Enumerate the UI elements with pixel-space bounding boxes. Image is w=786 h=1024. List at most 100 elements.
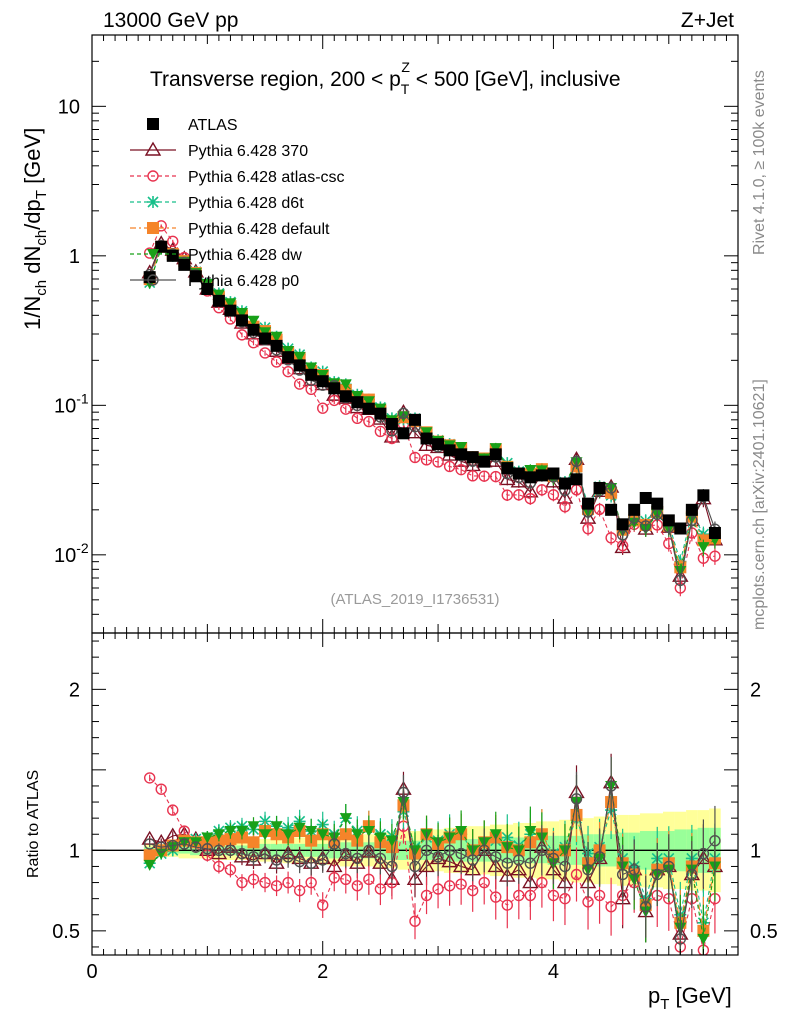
atlas-point (593, 481, 606, 494)
series-point (340, 403, 352, 415)
ratio-point (513, 854, 525, 866)
y-tick-label: 10-2 (54, 540, 89, 567)
ratio-point (293, 855, 306, 868)
series-point (524, 492, 537, 505)
ratio-point (224, 863, 237, 876)
ratio-point (270, 821, 283, 833)
atlas-point (466, 451, 479, 464)
ratio-line (149, 777, 716, 951)
legend-label: ATLAS (188, 117, 238, 134)
ratio-point (167, 839, 179, 852)
series-point (455, 463, 467, 476)
ratio-point (501, 899, 513, 911)
atlas-point (582, 497, 595, 510)
ratio-point (259, 847, 271, 860)
series-point (374, 425, 387, 438)
ratio-point (432, 883, 444, 895)
atlas-point (270, 339, 283, 352)
ratio-point (143, 859, 156, 871)
series-point (640, 520, 652, 532)
ratio-point (547, 889, 560, 902)
ratio-point (397, 786, 410, 799)
legend-marker (147, 170, 159, 182)
ratio-point (501, 857, 513, 869)
series-point (536, 484, 548, 496)
ratio-point (270, 854, 283, 866)
series-point (709, 550, 721, 562)
ratio-point (443, 844, 456, 857)
atlas-point (512, 467, 525, 480)
ratio-point (247, 851, 260, 863)
atlas-point (293, 359, 306, 372)
ratio-point (524, 857, 537, 869)
atlas-point (443, 444, 456, 457)
ratio-point (282, 829, 295, 841)
series-point (524, 464, 537, 476)
ratio-point (328, 872, 340, 884)
ratio-point (259, 829, 272, 841)
atlas-point (524, 471, 537, 484)
series-point (305, 383, 317, 396)
series-point (259, 347, 271, 359)
ratio-point (709, 834, 721, 847)
atlas-point (316, 375, 329, 388)
ratio-point (316, 829, 329, 841)
series-point (167, 235, 179, 248)
y-tick-label: 10-1 (54, 390, 89, 417)
ratio-point (385, 835, 398, 847)
legend-marker (147, 118, 159, 130)
series-point (674, 574, 687, 587)
series-point (570, 455, 583, 467)
series-point (501, 489, 513, 501)
legend-entry: ATLAS (147, 117, 238, 134)
ratio-data (141, 753, 724, 955)
ratio-point (235, 826, 248, 838)
series-point (490, 470, 502, 483)
atlas-point (339, 390, 352, 403)
ratio-point (213, 844, 225, 857)
atlas-point (547, 467, 560, 480)
legend-marker (147, 196, 159, 208)
ratio-point (490, 891, 502, 903)
series-point (513, 489, 525, 501)
ratio-y-tick-label-right: 0.5 (750, 921, 778, 943)
atlas-point (535, 469, 548, 482)
x-tick-label: 0 (86, 961, 97, 983)
ratio-point (282, 851, 294, 863)
ratio-point (328, 838, 340, 850)
source-label: mcplots.cern.ch [arXiv:2401.10621] (751, 379, 768, 630)
ratio-point (524, 826, 537, 838)
ratio-point (455, 847, 467, 860)
legend-entry: Pythia 6.428 370 (130, 141, 308, 160)
plot-title: Transverse region, 200 < pTZ < 500 [GeV]… (150, 59, 621, 97)
atlas-point (605, 503, 618, 516)
series-point (409, 451, 421, 464)
ratio-point (317, 899, 329, 911)
series-point (363, 415, 375, 428)
legend-entry: Pythia 6.428 p0 (130, 273, 299, 290)
ratio-point (570, 793, 583, 805)
ratio-point (363, 873, 375, 886)
ratio-point (143, 838, 156, 850)
ratio-point (616, 868, 629, 881)
atlas-point (662, 514, 675, 527)
atlas-point (212, 294, 225, 307)
ratio-point (593, 851, 606, 863)
ratio-point (490, 851, 502, 863)
series-point (397, 407, 410, 420)
series-point (605, 532, 617, 544)
ratio-point (420, 844, 433, 857)
atlas-point (708, 526, 721, 539)
ratio-point (247, 836, 260, 849)
series-point (236, 329, 248, 341)
ratio-point (305, 876, 317, 889)
ratio-point (374, 852, 387, 865)
ratio-point (686, 868, 698, 881)
ratio-point (593, 889, 606, 902)
legend-marker (147, 249, 159, 260)
ratio-point (143, 772, 156, 784)
series-point (293, 378, 306, 390)
atlas-point (432, 438, 445, 451)
series-point (697, 542, 710, 554)
